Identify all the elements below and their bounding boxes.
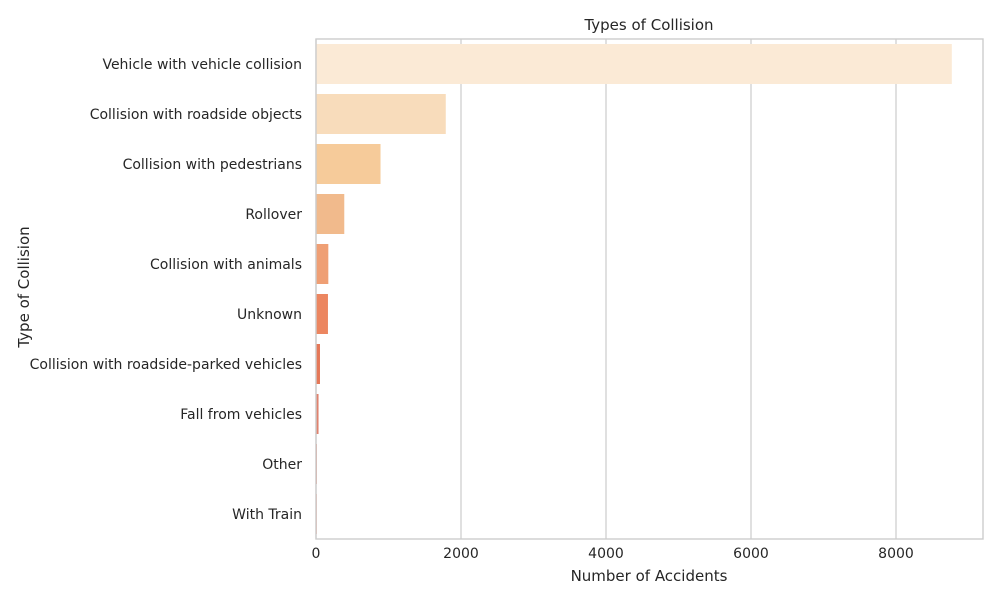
category-label: With Train [232, 507, 302, 523]
x-tick-label: 4000 [588, 546, 624, 562]
x-tick-label: 0 [312, 546, 321, 562]
category-label: Rollover [245, 207, 302, 223]
x-tick-label: 8000 [878, 546, 914, 562]
category-labels: Vehicle with vehicle collision Collision … [30, 57, 303, 523]
category-label: Collision with roadside-parked vehicles [30, 357, 302, 373]
category-label: Vehicle with vehicle collision [102, 57, 302, 73]
category-label: Unknown [237, 307, 302, 323]
category-label: Other [262, 457, 302, 473]
bar [316, 194, 345, 234]
x-tick-label: 6000 [733, 546, 769, 562]
bar [316, 394, 319, 434]
x-tick-label: 2000 [443, 546, 479, 562]
bars [316, 44, 952, 534]
x-axis-label: Number of Accidents [571, 567, 728, 585]
category-label: Fall from vehicles [180, 407, 302, 423]
bar [316, 44, 952, 84]
x-tick-labels: 0 2000 4000 6000 8000 [312, 546, 914, 562]
y-axis-label: Type of Collision [15, 226, 33, 348]
bar [316, 294, 328, 334]
chart-title: Types of Collision [583, 16, 713, 34]
category-label: Collision with animals [150, 257, 302, 273]
category-label: Collision with pedestrians [123, 157, 302, 173]
bar [316, 144, 381, 184]
bar [316, 94, 446, 134]
bar [316, 344, 320, 384]
category-label: Collision with roadside objects [90, 107, 302, 123]
bar [316, 244, 329, 284]
plot-frame [315, 38, 984, 540]
